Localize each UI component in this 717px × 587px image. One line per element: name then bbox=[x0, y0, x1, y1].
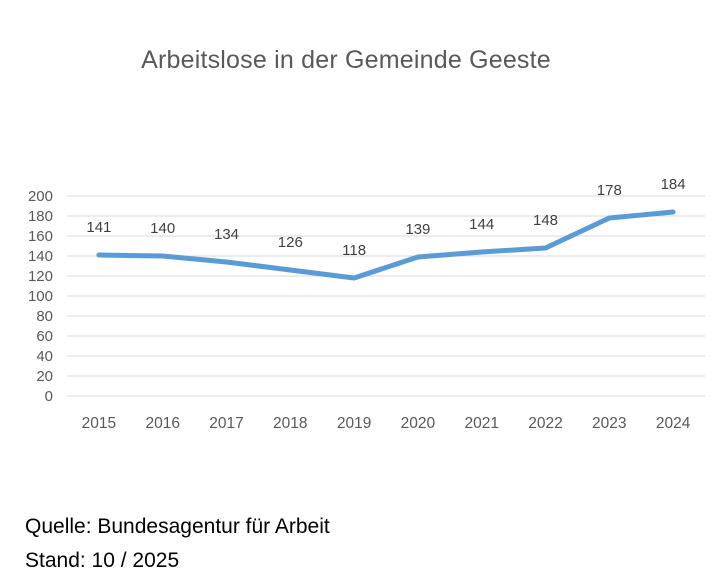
x-axis-label: 2016 bbox=[145, 415, 179, 432]
x-axis-label: 2021 bbox=[464, 415, 498, 432]
data-label: 118 bbox=[342, 242, 366, 259]
x-axis-label: 2020 bbox=[401, 415, 436, 432]
x-axis-label: 2024 bbox=[656, 415, 691, 432]
y-tick-label: 0 bbox=[45, 388, 53, 405]
line-chart: 0 20 40 60 80 100 120 140 160 180 200 2015 2016 2017 2… bbox=[28, 176, 705, 432]
data-label: 126 bbox=[278, 234, 303, 251]
y-tick-label: 120 bbox=[28, 268, 53, 285]
data-label: 139 bbox=[405, 221, 430, 238]
y-tick-label: 40 bbox=[36, 348, 53, 365]
y-tick-label: 200 bbox=[28, 188, 53, 205]
series-line bbox=[96, 209, 676, 281]
y-tick-label: 160 bbox=[28, 228, 53, 245]
x-axis-label: 2018 bbox=[273, 415, 307, 432]
y-tick-label: 80 bbox=[36, 308, 53, 325]
data-label: 184 bbox=[661, 176, 686, 193]
x-axis-label: 2017 bbox=[209, 415, 243, 432]
data-label: 140 bbox=[150, 220, 175, 237]
y-tick-label: 100 bbox=[28, 288, 53, 305]
x-axis-label: 2023 bbox=[592, 415, 626, 432]
y-tick-label: 60 bbox=[36, 328, 53, 345]
y-tick-label: 20 bbox=[36, 368, 53, 385]
data-label: 144 bbox=[469, 216, 494, 233]
y-tick-label: 180 bbox=[28, 208, 53, 225]
y-tick-label: 140 bbox=[28, 248, 53, 265]
x-axis-label: 2019 bbox=[337, 415, 371, 432]
data-label: 134 bbox=[214, 226, 239, 243]
source-line: Quelle: Bundesagentur für Arbeit bbox=[25, 515, 330, 538]
chart-title: Arbeitslose in der Gemeinde Geeste bbox=[141, 46, 551, 74]
x-axis-label: 2022 bbox=[528, 415, 562, 432]
source-note: Quelle: Bundesagentur für Arbeit Stand: … bbox=[25, 510, 330, 578]
x-axis-label: 2015 bbox=[82, 415, 116, 432]
data-label: 178 bbox=[597, 182, 622, 199]
data-label: 141 bbox=[86, 219, 111, 236]
stand-line: Stand: 10 / 2025 bbox=[25, 549, 180, 572]
data-label: 148 bbox=[533, 212, 558, 229]
